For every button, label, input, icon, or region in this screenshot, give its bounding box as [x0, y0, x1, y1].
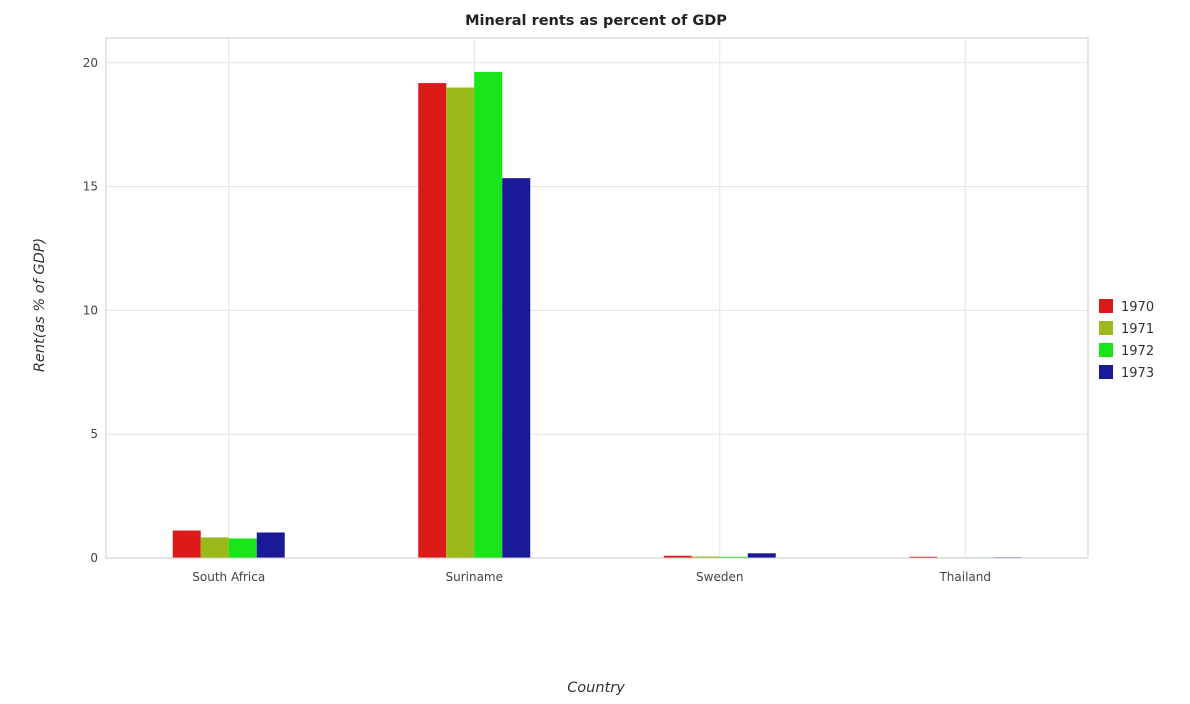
chart-title: Mineral rents as percent of GDP: [465, 13, 727, 29]
legend-swatch: [1099, 321, 1113, 335]
bar-1972: [719, 556, 748, 558]
x-tick-label: South Africa: [192, 570, 265, 584]
plot-frame: [105, 37, 1089, 559]
bar-1971: [446, 87, 475, 559]
bar-1973: [747, 553, 776, 558]
legend-swatch: [1099, 343, 1113, 357]
bar-1970: [418, 83, 447, 559]
y-tick-label: 5: [90, 427, 98, 441]
legend-label: 1973: [1121, 366, 1154, 381]
bar-1970: [172, 530, 201, 558]
bar-1971: [691, 556, 720, 558]
x-tick-label: Suriname: [445, 570, 503, 584]
y-axis-label: Rent(as % of GDP): [32, 238, 48, 372]
bar-1973: [502, 178, 531, 558]
legend-swatch: [1099, 365, 1113, 379]
bar-1972: [228, 538, 257, 558]
y-tick-label: 0: [90, 551, 98, 565]
y-tick-label: 10: [83, 303, 98, 317]
legend-label: 1971: [1121, 322, 1154, 337]
bar-1973: [256, 532, 285, 558]
bar-1972: [474, 71, 503, 558]
bar-1970: [909, 556, 938, 558]
x-axis-label: Country: [567, 680, 625, 696]
legend: 1970 1971 1972 1973: [1099, 299, 1154, 381]
x-tick-label: Sweden: [696, 570, 743, 584]
y-tick-label: 20: [83, 56, 98, 70]
axis-layer: 0 5 10 15 20 South Africa Suriname Sweden Thaila…: [83, 37, 1089, 584]
legend-swatch: [1099, 299, 1113, 313]
x-tick-label: Thailand: [938, 570, 991, 584]
y-tick-label: 15: [83, 180, 98, 194]
legend-label: 1972: [1121, 344, 1154, 359]
bar-layer: [172, 71, 1022, 559]
legend-label: 1970: [1121, 300, 1154, 315]
bar-1971: [200, 537, 229, 558]
bar-1970: [663, 555, 692, 558]
